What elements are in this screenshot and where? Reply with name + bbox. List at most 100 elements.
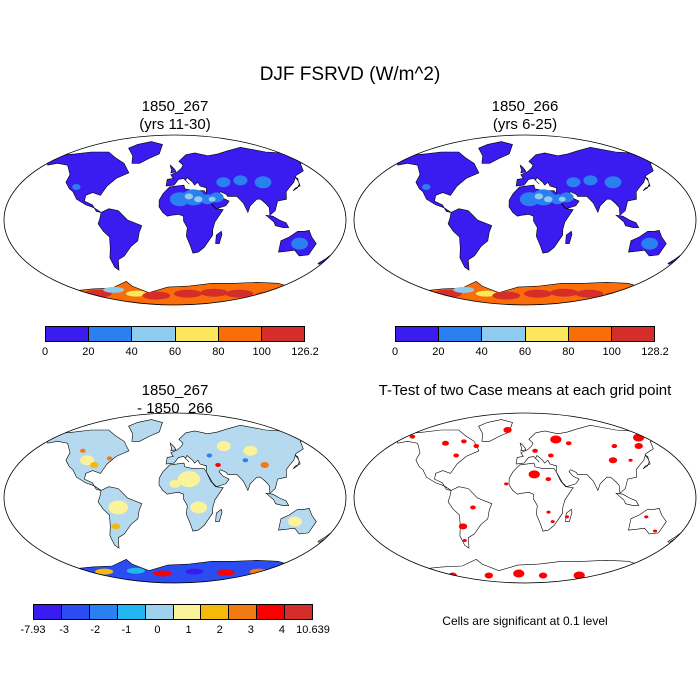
antarctic-flux-region (103, 286, 125, 293)
colorbar-swatch (175, 327, 219, 341)
significant-cell (473, 444, 480, 449)
significant-cell (573, 571, 585, 580)
landmass-northAmerica (396, 151, 480, 213)
colorbar-tick-label: 60 (168, 346, 182, 358)
panel-title-top-left: 1850_267 (yrs 11-30) (75, 98, 275, 134)
colorbar-tick-label: 1 (185, 624, 192, 636)
significant-cell (528, 470, 540, 479)
significant-cell (550, 520, 555, 524)
difference-region (260, 461, 269, 468)
colorbar-tick-label: 80 (562, 346, 575, 358)
colorbar-swatch (218, 327, 262, 341)
significant-cell (503, 427, 512, 433)
ttest-title: T-Test of two Case means at each grid po… (378, 382, 672, 399)
colorbar-tick-label: 3 (247, 624, 254, 636)
map-border (353, 134, 697, 306)
antarctic-flux-region (604, 291, 633, 300)
significant-cell (513, 569, 525, 578)
colorbar-swatch (46, 327, 90, 341)
difference-region (215, 462, 221, 467)
case-name: 1850_266 (491, 98, 559, 115)
significant-cell (461, 439, 467, 444)
high-flux-region (208, 196, 216, 202)
landmass-indonesia (615, 214, 640, 228)
colorbar-tick-label: 40 (125, 346, 138, 358)
high-flux-region (641, 237, 659, 250)
significant-cell (545, 477, 552, 482)
antarctic-flux-region (254, 291, 283, 300)
significant-cell (484, 572, 494, 579)
colorbar-top-right (395, 326, 655, 342)
high-flux-region (72, 183, 81, 190)
difference-region (243, 445, 258, 456)
difference-region (288, 516, 303, 527)
colorbar-tick-label: 0 (391, 346, 399, 358)
year-range: (yrs 11-30) (139, 116, 211, 133)
significance-note: Cells are significant at 0.1 level (442, 614, 608, 628)
significant-cell (504, 482, 509, 486)
colorbar-swatch (257, 605, 286, 619)
high-flux-region (583, 175, 598, 186)
colorbar-tick-label: 80 (212, 346, 225, 358)
significant-cell (652, 529, 658, 533)
high-flux-region (233, 175, 248, 186)
antarctic-difference-region (185, 568, 204, 575)
significant-cell (564, 515, 570, 519)
map-border (3, 134, 347, 306)
landmass-southAmerica (97, 486, 143, 549)
difference-region (169, 479, 181, 488)
colorbar-tick-label: 128.2 (641, 346, 669, 358)
case-name: 1850_267 (141, 98, 209, 115)
high-flux-region (566, 177, 581, 188)
landmass-japan (642, 176, 651, 191)
landmass-japan (292, 454, 301, 469)
landmass-greenland (478, 141, 513, 164)
significant-cell (550, 435, 562, 444)
antarctic-flux-region (125, 290, 147, 297)
figure-title: DJF FSRVD (W/m^2) (259, 64, 441, 85)
colorbar-tick-label: -3 (59, 624, 69, 636)
landmass-southAmerica (447, 486, 493, 549)
high-flux-region (534, 193, 544, 200)
colorbar-swatch (89, 605, 118, 619)
antarctic-flux-region (225, 289, 254, 298)
colorbar-tick-label: 100 (252, 346, 271, 358)
significant-cell (611, 444, 618, 449)
landmass-uk (519, 164, 527, 174)
difference-region (80, 448, 86, 453)
map-top-left (3, 134, 347, 306)
colorbar-swatch (482, 327, 526, 341)
difference-region (80, 455, 95, 466)
colorbar-tick-label: 60 (518, 346, 532, 358)
high-flux-region (254, 176, 272, 189)
significant-cell (644, 515, 649, 519)
ocean-background (354, 413, 696, 583)
colorbar-bottom-left (33, 604, 313, 620)
landmass-northAmerica (46, 151, 130, 213)
colorbar-top-left (45, 326, 305, 342)
significant-cell (462, 539, 467, 542)
high-flux-region (544, 196, 553, 203)
antarctic-difference-region (126, 567, 145, 574)
colorbar-swatch (611, 327, 655, 341)
difference-region (190, 501, 208, 514)
antarctic-flux-region (550, 288, 579, 297)
high-flux-region (604, 176, 622, 189)
colorbar-swatch (117, 605, 146, 619)
landmass-eurasia (515, 424, 663, 494)
high-flux-region (194, 196, 203, 203)
significant-cell (546, 510, 551, 514)
colorbar-swatch (173, 605, 202, 619)
colorbar-swatch (61, 605, 90, 619)
landmass-greenland (478, 419, 513, 442)
panel-title-bottom-left: 1850_267 - 1850_266 (75, 382, 275, 418)
antarctic-difference-region (216, 569, 235, 576)
colorbar-swatch (89, 327, 133, 341)
difference-region (177, 471, 201, 488)
significant-cell (458, 523, 468, 530)
high-flux-region (291, 237, 309, 250)
landmass-madagascar (565, 508, 573, 522)
landmass-uk (519, 442, 527, 452)
significant-cell (628, 458, 633, 462)
landmass-africa (508, 462, 574, 532)
